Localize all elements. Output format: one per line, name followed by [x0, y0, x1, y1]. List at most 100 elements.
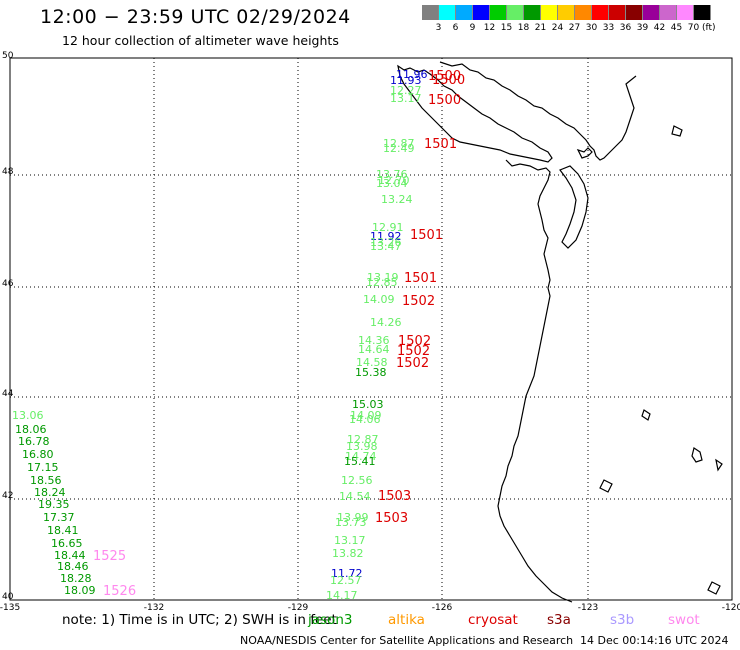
wave-height-value: 12.87: [347, 433, 379, 446]
wave-height-value: 18.28: [60, 572, 92, 585]
wave-height-value: 12.70: [378, 174, 410, 187]
wave-height-value: 11.72: [331, 567, 363, 580]
wave-height-value: 12.49: [383, 142, 415, 155]
wave-height-value: 18.46: [57, 560, 89, 573]
scale-swatch: [541, 5, 558, 20]
scale-swatch: [677, 5, 694, 20]
pass-time-marker: 1503: [378, 489, 411, 504]
wave-height-value: 14.58: [356, 356, 388, 369]
scale-label: 42: [653, 23, 666, 33]
pass-time-marker: 1502: [402, 294, 435, 309]
pass-time-marker: 1525: [93, 549, 126, 564]
lat-lon-grid: 50 48 46 44 42 40-135 -132 -129 -126 -123 -120: [0, 51, 740, 613]
wave-height-value: 16.80: [22, 448, 54, 461]
latitude-label: 44: [2, 389, 14, 399]
lake-outline-4: [715, 458, 723, 472]
scale-label: 3: [435, 23, 442, 33]
latitude-label: 50: [2, 51, 14, 61]
wave-height-value: 15.41: [344, 455, 376, 468]
wave-height-value: 12.56: [341, 474, 373, 487]
scale-label: 36: [619, 23, 632, 33]
wave-height-value: 17.37: [43, 511, 75, 524]
wave-height-value: 16.65: [51, 537, 83, 550]
pass-time-marker: 1501: [410, 228, 443, 243]
pass-time-marker: 1502: [398, 334, 431, 349]
satellite-legend-cryosat: cryosat: [468, 612, 518, 628]
wave-height-value: 18.24: [34, 486, 66, 499]
wave-height-value: 14.09: [363, 293, 395, 306]
wave-height-value: 13.26: [370, 236, 402, 249]
us-west-coast: [497, 159, 573, 603]
scale-swatch: [643, 5, 660, 20]
latitude-label: 46: [2, 279, 14, 289]
pass-time-marker: 1502: [397, 344, 430, 359]
wave-height-value: 14.54: [339, 490, 371, 503]
wave-height-value: 13.19: [367, 271, 399, 284]
wave-height-value: 13.04: [376, 177, 408, 190]
scale-swatch: [456, 5, 473, 20]
wave-height-value: 13.82: [332, 547, 364, 560]
wave-height-value: 16.78: [18, 435, 50, 448]
scale-label: 27: [568, 23, 581, 33]
map-title: 12:00 − 23:59 UTC 02/29/2024: [40, 6, 351, 28]
scale-swatch: [694, 5, 711, 20]
scale-swatch: [422, 5, 439, 20]
san-juan-islands: [576, 147, 593, 159]
wave-height-value: 13.99: [337, 511, 369, 524]
scale-swatch: [507, 5, 524, 20]
wave-height-value: 13.73: [335, 516, 367, 529]
scale-label: 39: [636, 23, 649, 33]
pass-time-marker: 1501: [424, 137, 457, 152]
lake-outline-3: [691, 447, 703, 463]
pass-time-marker: 1501: [404, 271, 437, 286]
wave-height-value: 12.57: [330, 574, 362, 587]
wave-height-value: 15.03: [352, 398, 384, 411]
wave-height-value: 11.92: [370, 230, 402, 243]
lake-outline-5: [707, 581, 721, 595]
longitude-label: -120: [722, 603, 740, 613]
credit-line: NOAA/NESDIS Center for Satellite Applica…: [240, 634, 574, 647]
scale-swatch: [626, 5, 643, 20]
satellite-legend-s3a: s3a: [547, 612, 571, 628]
footer-note: note: 1) Time is in UTC; 2) SWH is in fe…: [62, 612, 337, 628]
wave-height-value: 14.64: [358, 343, 390, 356]
wave-height-value: 13.24: [381, 193, 413, 206]
wave-height-value: 18.06: [15, 423, 47, 436]
scale-label: 18: [517, 23, 530, 33]
puget-sound-outline: [559, 165, 589, 249]
longitude-label: -126: [432, 603, 453, 613]
longitude-label: -129: [288, 603, 309, 613]
scale-swatch: [558, 5, 575, 20]
scale-swatch: [524, 5, 541, 20]
satellite-legend-swot: swot: [668, 612, 700, 628]
map-frame: [9, 57, 733, 601]
pass-time-marker: 1526: [103, 584, 136, 599]
lake-outline-6: [671, 125, 683, 137]
pass-time-marker: 1500: [428, 93, 461, 108]
longitude-label: -123: [578, 603, 598, 613]
generation-timestamp: 14 Dec 00:14:16 UTC 2024: [580, 634, 729, 647]
scale-label: 70: [687, 23, 700, 33]
wave-height-value: 17.15: [27, 461, 59, 474]
lake-outline-2: [599, 479, 613, 493]
scale-swatch: [575, 5, 592, 20]
bc-mainland-coast: [439, 61, 637, 161]
scale-swatch: [490, 5, 507, 20]
wave-height-value: 12.85: [366, 276, 398, 289]
satellite-legend-altika: altika: [388, 612, 425, 628]
wave-height-value: 11.93: [390, 74, 422, 87]
scale-label: 21: [534, 23, 547, 33]
wave-height-value: 14.06: [349, 413, 381, 426]
wave-height-value: 19.35: [38, 498, 70, 511]
altimeter-track-labels: 1500150015001501150115011502150215021502…: [12, 68, 465, 602]
wave-height-value: 12.91: [372, 221, 404, 234]
wave-height-value: 14.17: [326, 589, 358, 602]
wave-height-value: 12.27: [390, 84, 422, 97]
wave-height-value: 18.41: [47, 524, 79, 537]
pass-time-marker: 1500: [432, 73, 465, 88]
coastline: [397, 61, 723, 603]
wave-height-value: 13.06: [12, 409, 44, 422]
wave-height-value: 14.36: [358, 334, 390, 347]
